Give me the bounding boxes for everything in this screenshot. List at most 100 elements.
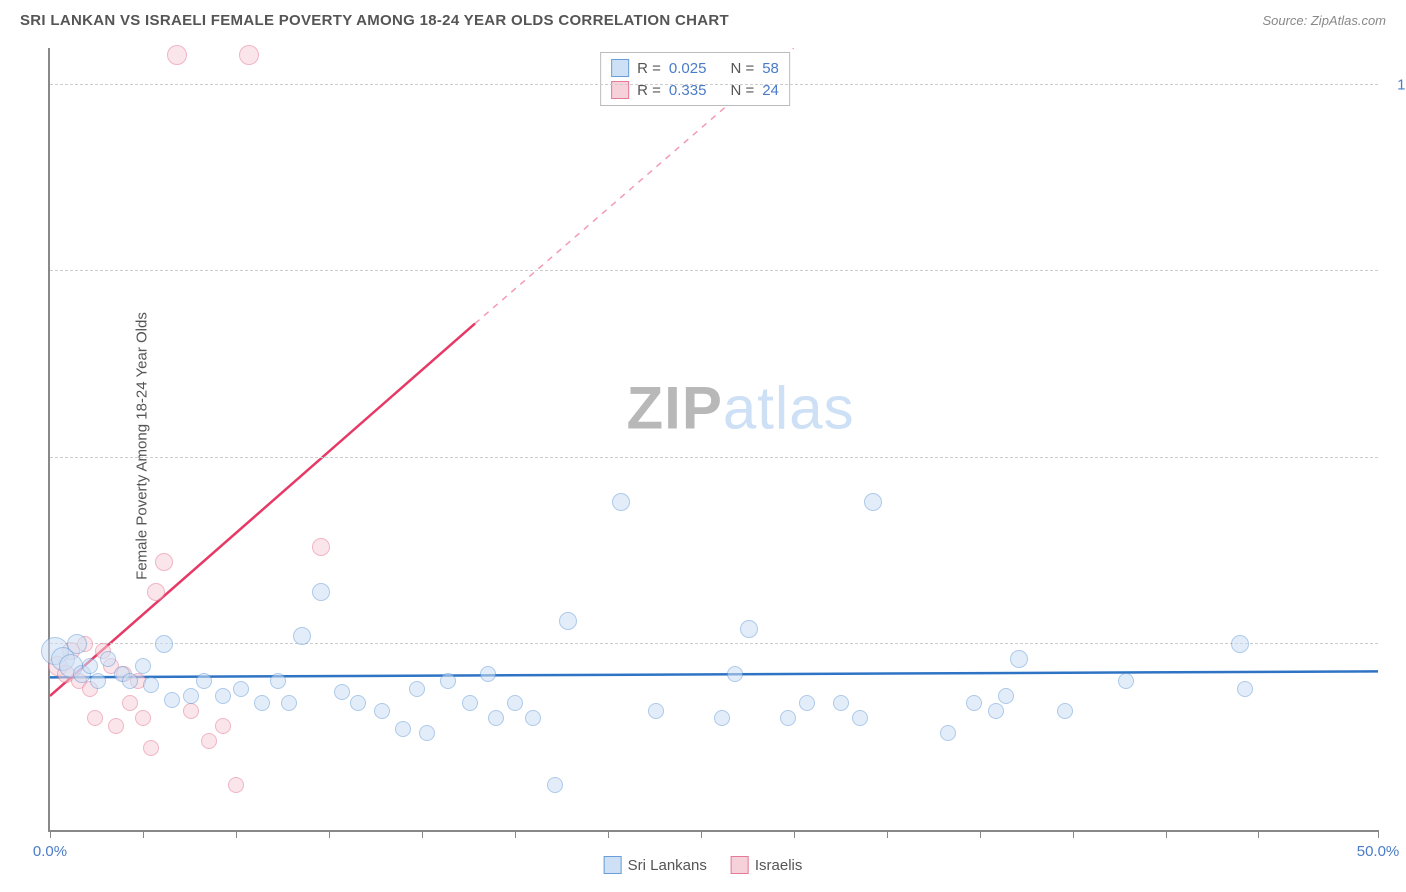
scatter-point-sri-lankans	[164, 692, 180, 708]
scatter-point-sri-lankans	[143, 677, 159, 693]
x-tick	[1378, 830, 1379, 838]
watermark-atlas: atlas	[723, 374, 855, 441]
stats-legend: R = 0.025 N = 58 R = 0.335 N = 24	[600, 52, 790, 106]
scatter-point-sri-lankans	[419, 725, 435, 741]
scatter-point-sri-lankans	[82, 658, 98, 674]
r-value-sri-lankans: 0.025	[669, 60, 707, 77]
y-tick-label: 100.0%	[1388, 77, 1406, 94]
x-tick	[980, 830, 981, 838]
scatter-point-sri-lankans	[395, 721, 411, 737]
scatter-point-sri-lankans	[998, 688, 1014, 704]
scatter-point-sri-lankans	[833, 695, 849, 711]
n-value-sri-lankans: 58	[762, 60, 779, 77]
x-tick-label: 0.0%	[33, 843, 67, 860]
y-tick-label: 50.0%	[1388, 449, 1406, 466]
scatter-point-sri-lankans	[1118, 673, 1134, 689]
scatter-point-sri-lankans	[612, 493, 630, 511]
trend-lines-svg	[50, 48, 1378, 830]
scatter-point-sri-lankans	[462, 695, 478, 711]
r-label: R =	[637, 60, 661, 77]
x-tick	[515, 830, 516, 838]
scatter-point-sri-lankans	[525, 710, 541, 726]
scatter-point-sri-lankans	[135, 658, 151, 674]
scatter-point-sri-lankans	[215, 688, 231, 704]
scatter-point-sri-lankans	[488, 710, 504, 726]
gridline	[50, 270, 1378, 271]
scatter-point-sri-lankans	[312, 583, 330, 601]
scatter-point-sri-lankans	[155, 635, 173, 653]
stats-row-sri-lankans: R = 0.025 N = 58	[611, 57, 779, 79]
scatter-point-sri-lankans	[507, 695, 523, 711]
scatter-point-sri-lankans	[966, 695, 982, 711]
gridline	[50, 457, 1378, 458]
swatch-israelis	[731, 856, 749, 874]
x-tick	[329, 830, 330, 838]
scatter-point-israelis	[135, 710, 151, 726]
scatter-point-sri-lankans	[799, 695, 815, 711]
scatter-point-sri-lankans	[183, 688, 199, 704]
scatter-point-sri-lankans	[67, 634, 87, 654]
source-label: Source: ZipAtlas.com	[1262, 13, 1386, 28]
scatter-point-israelis	[122, 695, 138, 711]
trend-line-sri-lankans	[50, 671, 1378, 677]
x-tick	[887, 830, 888, 838]
n-label: N =	[730, 60, 754, 77]
scatter-point-israelis	[167, 45, 187, 65]
scatter-point-sri-lankans	[780, 710, 796, 726]
scatter-point-israelis	[147, 583, 165, 601]
scatter-point-israelis	[312, 538, 330, 556]
legend-item-sri-lankans: Sri Lankans	[604, 856, 707, 874]
scatter-point-israelis	[201, 733, 217, 749]
scatter-point-sri-lankans	[100, 651, 116, 667]
scatter-point-israelis	[239, 45, 259, 65]
scatter-point-sri-lankans	[334, 684, 350, 700]
scatter-point-sri-lankans	[196, 673, 212, 689]
scatter-point-sri-lankans	[281, 695, 297, 711]
title-bar: SRI LANKAN VS ISRAELI FEMALE POVERTY AMO…	[0, 0, 1406, 40]
x-tick	[236, 830, 237, 838]
trend-line-israelis	[50, 324, 475, 696]
x-tick	[701, 830, 702, 838]
scatter-point-sri-lankans	[90, 673, 106, 689]
swatch-sri-lankans	[611, 59, 629, 77]
scatter-point-israelis	[87, 710, 103, 726]
legend-item-israelis: Israelis	[731, 856, 803, 874]
x-tick	[608, 830, 609, 838]
scatter-point-sri-lankans	[714, 710, 730, 726]
x-tick	[1166, 830, 1167, 838]
watermark: ZIPatlas	[627, 373, 855, 442]
scatter-point-sri-lankans	[727, 666, 743, 682]
scatter-point-sri-lankans	[940, 725, 956, 741]
plot-area: ZIPatlas R = 0.025 N = 58 R = 0.335 N = …	[48, 48, 1378, 832]
scatter-point-sri-lankans	[740, 620, 758, 638]
scatter-point-sri-lankans	[648, 703, 664, 719]
scatter-point-israelis	[108, 718, 124, 734]
scatter-point-sri-lankans	[350, 695, 366, 711]
scatter-point-sri-lankans	[988, 703, 1004, 719]
gridline	[50, 643, 1378, 644]
scatter-point-sri-lankans	[559, 612, 577, 630]
x-tick	[143, 830, 144, 838]
scatter-point-sri-lankans	[254, 695, 270, 711]
scatter-point-sri-lankans	[293, 627, 311, 645]
legend-label-sri-lankans: Sri Lankans	[628, 857, 707, 874]
scatter-point-sri-lankans	[374, 703, 390, 719]
scatter-point-israelis	[215, 718, 231, 734]
scatter-point-sri-lankans	[852, 710, 868, 726]
scatter-point-sri-lankans	[1237, 681, 1253, 697]
swatch-sri-lankans	[604, 856, 622, 874]
legend-label-israelis: Israelis	[755, 857, 803, 874]
scatter-point-sri-lankans	[1231, 635, 1249, 653]
x-tick	[1073, 830, 1074, 838]
bottom-legend: Sri Lankans Israelis	[604, 856, 803, 874]
scatter-point-sri-lankans	[480, 666, 496, 682]
watermark-zip: ZIP	[627, 374, 723, 441]
stats-row-israelis: R = 0.335 N = 24	[611, 79, 779, 101]
scatter-point-sri-lankans	[270, 673, 286, 689]
scatter-point-sri-lankans	[547, 777, 563, 793]
gridline	[50, 84, 1378, 85]
y-tick-label: 25.0%	[1388, 635, 1406, 652]
scatter-point-sri-lankans	[409, 681, 425, 697]
scatter-point-israelis	[183, 703, 199, 719]
scatter-point-sri-lankans	[122, 673, 138, 689]
